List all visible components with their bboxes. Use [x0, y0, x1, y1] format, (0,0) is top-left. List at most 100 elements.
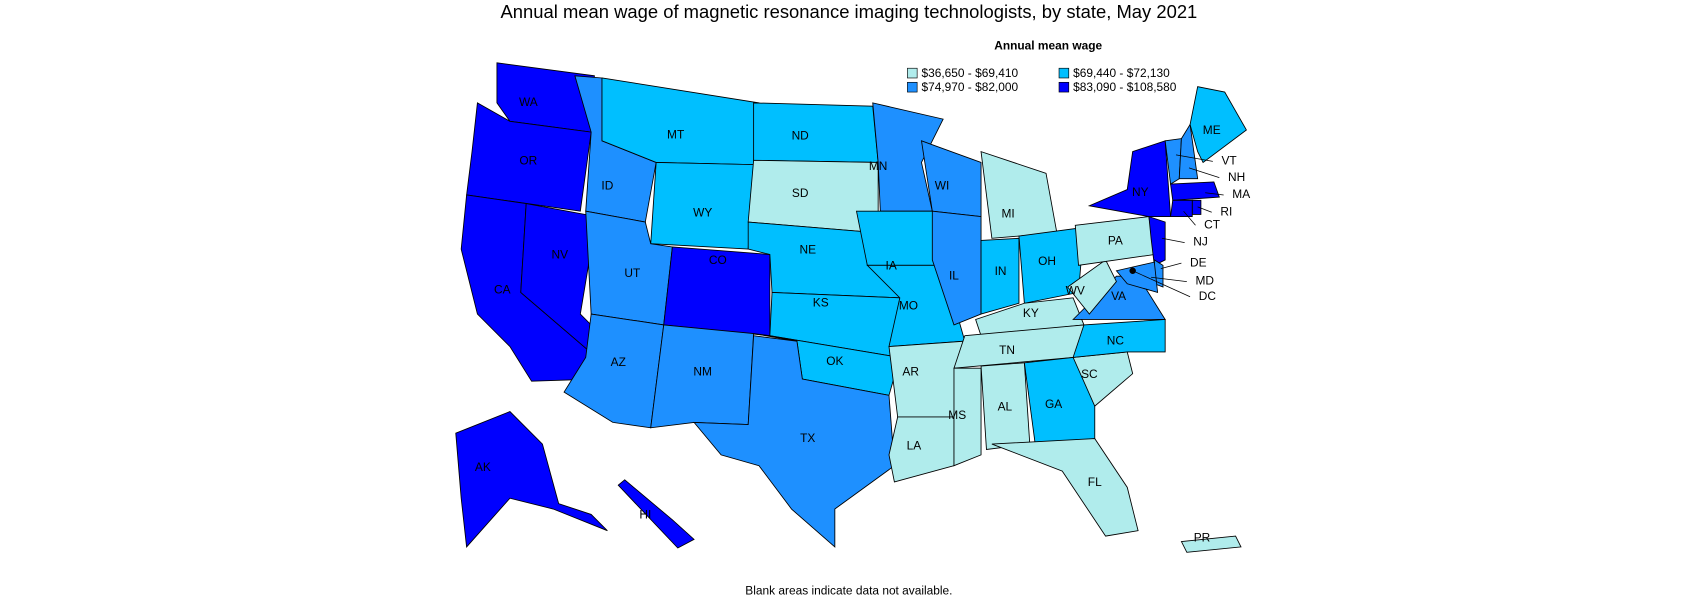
state-label: NJ	[1193, 235, 1208, 249]
legend-title: Annual mean wage	[994, 39, 1102, 53]
state-label: AL	[998, 399, 1013, 413]
state-shape	[1072, 319, 1166, 358]
state-shape	[980, 150, 1058, 239]
state-shape	[1178, 123, 1199, 180]
state-label: CA	[494, 282, 511, 296]
state-shape	[1189, 86, 1247, 164]
state-label: AR	[902, 365, 919, 379]
leader-line	[1188, 167, 1220, 178]
state-shape	[991, 438, 1139, 537]
state-label: TN	[999, 343, 1015, 357]
state-shape	[855, 210, 944, 266]
legend-swatch	[1058, 81, 1070, 93]
state-label: NY	[1132, 185, 1149, 199]
state-label: NM	[693, 365, 712, 379]
state-shape	[888, 340, 966, 418]
state-shape	[1148, 215, 1166, 267]
state-shape	[753, 102, 879, 163]
state-label: SC	[1081, 367, 1098, 381]
state-label: OK	[826, 354, 843, 368]
state-label: KY	[1023, 306, 1039, 320]
state-shape	[1115, 261, 1159, 294]
state-label: MN	[869, 159, 888, 173]
legend-label: $83,090 - $108,580	[1073, 80, 1177, 94]
state-label: FL	[1088, 475, 1102, 489]
state-label: PR	[1194, 530, 1211, 544]
state-shape	[953, 367, 982, 467]
state-shape	[1170, 199, 1193, 218]
state-label: AZ	[611, 355, 626, 369]
legend-label: $69,440 - $72,130	[1073, 66, 1170, 80]
state-label: NH	[1228, 170, 1245, 184]
state-label: MO	[899, 299, 918, 313]
state-shape	[617, 479, 695, 549]
state-label: OR	[519, 154, 537, 168]
state-label: MT	[667, 128, 684, 142]
state-shape	[466, 102, 592, 212]
leader-line	[1160, 262, 1182, 269]
state-label: CT	[1204, 217, 1220, 231]
state-label: ID	[601, 178, 613, 192]
state-label: KS	[813, 295, 829, 309]
leader-line	[1161, 237, 1185, 243]
legend: $36,650 - $69,410 $69,440 - $72,130 $74,97…	[907, 66, 1177, 94]
states	[455, 62, 1247, 553]
state-label: OH	[1038, 254, 1056, 268]
state-label: SD	[792, 186, 809, 200]
legend-swatch	[907, 67, 918, 79]
leader-line	[1151, 276, 1187, 282]
leader-line	[1183, 210, 1196, 226]
leader-line	[1132, 270, 1191, 298]
state-label: UT	[624, 266, 640, 280]
state-label: WA	[519, 95, 538, 109]
state-label: WY	[693, 205, 712, 219]
state-shape	[931, 210, 982, 326]
state-label: HI	[639, 508, 651, 522]
state-label: GA	[1045, 397, 1062, 411]
state-shape	[1067, 259, 1117, 315]
legend-label: $74,970 - $82,000	[921, 80, 1018, 94]
leader-line	[1197, 206, 1212, 213]
state-label: WV	[1066, 283, 1085, 297]
state-label: MS	[948, 408, 966, 422]
state-label: LA	[907, 438, 922, 452]
state-label: VA	[1111, 289, 1126, 303]
state-shape	[1180, 535, 1242, 553]
state-label: DC	[1199, 289, 1217, 303]
state-label: IA	[886, 259, 897, 273]
state-shape	[1129, 267, 1136, 275]
state-shape	[1170, 181, 1220, 201]
state-label: IL	[949, 268, 959, 282]
state-shape	[888, 416, 955, 483]
state-shape	[1023, 356, 1096, 445]
state-label: CO	[709, 253, 727, 267]
state-label: ND	[792, 129, 810, 143]
state-label: RI	[1220, 204, 1232, 218]
leader-line	[1175, 154, 1213, 162]
state-label: TX	[800, 431, 815, 445]
legend-swatch	[1058, 67, 1070, 79]
state-label: VT	[1221, 154, 1236, 168]
state-shape	[980, 237, 1020, 315]
legend-label: $36,650 - $69,410	[921, 66, 1018, 80]
state-shape	[975, 297, 1085, 337]
state-label: IN	[995, 264, 1007, 278]
leader-line	[1205, 192, 1224, 196]
state-label: AK	[475, 460, 491, 474]
state-shape	[1087, 140, 1172, 218]
state-label: NV	[551, 248, 568, 262]
state-label: NC	[1107, 333, 1125, 347]
state-label: WI	[935, 178, 950, 192]
state-label: MI	[1002, 207, 1015, 221]
state-label: PA	[1108, 234, 1123, 248]
state-shape	[455, 411, 608, 548]
legend-swatch	[907, 81, 918, 93]
state-label: ME	[1203, 123, 1221, 137]
footnote: Blank areas indicate data not available.	[745, 583, 952, 597]
state-label: MA	[1232, 187, 1250, 201]
map-title: Annual mean wage of magnetic resonance i…	[501, 1, 1198, 22]
state-label: MD	[1195, 274, 1214, 288]
state-label: NE	[799, 242, 816, 256]
